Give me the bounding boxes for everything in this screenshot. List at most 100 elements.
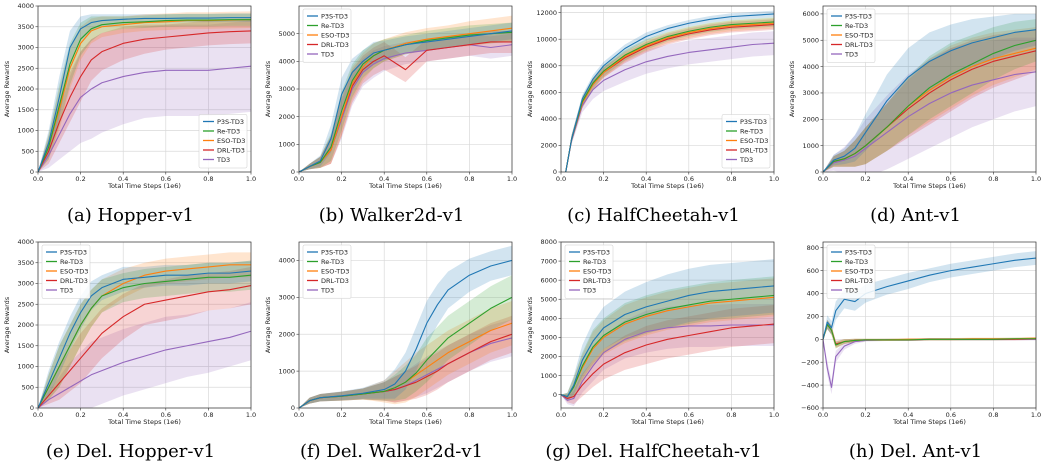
legend-box — [564, 244, 614, 299]
chart-caption: (e) Del. Hopper-v1 — [45, 441, 216, 462]
y-tick-label: 800 — [807, 244, 819, 252]
series-band-p3s-td3 — [299, 22, 512, 172]
x-tick-label: 0.4 — [903, 175, 913, 183]
series-group — [38, 11, 251, 172]
x-tick-label: 0.2 — [336, 411, 346, 419]
legend-entry: ESO-TD3 — [583, 267, 611, 275]
y-tick-label: 2000 — [17, 85, 34, 93]
axes-frame — [560, 5, 775, 173]
x-tick-label: 0.4 — [903, 411, 913, 419]
y-tick-label: 4000 — [17, 2, 34, 10]
y-tick-label: 4000 — [540, 115, 557, 123]
series-line-drl-td3 — [38, 30, 251, 172]
axes-frame — [298, 5, 513, 173]
x-tick-label: 0.2 — [336, 175, 346, 183]
legend-entry: ESO-TD3 — [321, 31, 349, 39]
series-line-td3 — [561, 324, 774, 401]
legend-entry: P3S-TD3 — [845, 248, 872, 256]
x-tick-label: 0.4 — [641, 411, 651, 419]
y-tick-label: 2000 — [540, 353, 557, 361]
y-tick-label: 2500 — [17, 64, 34, 72]
legend-entry: P3S-TD3 — [321, 248, 348, 256]
series-band-drl-td3 — [299, 315, 512, 408]
x-tick-label: 0.4 — [379, 175, 389, 183]
series-line-p3s-td3 — [561, 285, 774, 398]
y-axis-label: Average Rewards — [3, 296, 11, 353]
y-tick-label: 3000 — [802, 89, 819, 97]
series-line-p3s-td3 — [299, 259, 512, 408]
y-tick-label: 1000 — [278, 141, 295, 149]
y-tick-label: 400 — [807, 290, 819, 298]
series-line-re-td3 — [823, 323, 1036, 346]
y-tick-label: 0 — [553, 168, 557, 176]
legend-box — [41, 244, 91, 299]
x-axis-label: Total Time Steps (1e6) — [892, 418, 966, 426]
series-band-re-td3 — [38, 260, 251, 408]
x-tick-label: 0.2 — [75, 175, 85, 183]
legend-entry: P3S-TD3 — [583, 248, 610, 256]
legend-box — [302, 8, 352, 63]
y-tick-label: 4000 — [802, 63, 819, 71]
y-tick-label: 3000 — [17, 44, 34, 52]
y-tick-label: 1000 — [17, 127, 34, 135]
axes-frame — [298, 241, 513, 409]
series-group — [299, 245, 512, 408]
x-tick-label: 0.6 — [422, 175, 432, 183]
series-line-p3s-td3 — [823, 257, 1036, 340]
legend-entry: Re-TD3 — [583, 258, 606, 266]
legend-box — [826, 244, 876, 299]
x-tick-label: 0.6 — [161, 411, 171, 419]
y-tick-label: 500 — [22, 147, 34, 155]
chart-svg: 0 500 1000 1500 2000 2500 3000 3500 4000 0.0 0.2 0.… — [3, 238, 256, 426]
legend-entry: DRL-TD3 — [60, 277, 88, 285]
chart-svg: 0 1000 2000 3000 4000 0.0 0.2 0.4 0.6 0.8 1.0 Total… — [264, 241, 517, 426]
y-axis-label: Average Rewards — [264, 60, 272, 117]
series-line-td3 — [38, 65, 251, 172]
x-tick-label: 1.0 — [246, 411, 256, 419]
x-tick-label: 0.0 — [556, 175, 566, 183]
y-tick-label: 2000 — [802, 116, 819, 124]
x-tick-label: 1.0 — [246, 175, 256, 183]
y-tick-label: 2500 — [17, 300, 34, 308]
series-line-drl-td3 — [38, 285, 251, 408]
legend-entry: Re-TD3 — [217, 127, 240, 135]
y-tick-label: 200 — [807, 313, 819, 321]
x-tick-label: 1.0 — [507, 175, 517, 183]
y-tick-label: 0 — [291, 404, 295, 412]
x-tick-label: 0.4 — [118, 175, 128, 183]
legend-entry: TD3 — [320, 50, 334, 58]
x-tick-label: 0.6 — [946, 411, 956, 419]
series-group — [823, 13, 1036, 172]
legend-entry: P3S-TD3 — [845, 12, 872, 20]
legend-entry: Re-TD3 — [845, 22, 868, 30]
legend-entry: DRL-TD3 — [583, 277, 611, 285]
x-tick-label: 0.8 — [726, 175, 736, 183]
chart-panel-1: 0 1000 2000 3000 4000 5000 0.0 0.2 0.4 0.6 0.8 1.0 T… — [261, 0, 522, 234]
legend-entry: DRL-TD3 — [321, 277, 349, 285]
y-tick-label: 12000 — [536, 9, 557, 17]
series-line-p3s-td3 — [38, 17, 251, 172]
y-axis-label: Average Rewards — [526, 60, 534, 117]
axes-frame — [37, 5, 252, 173]
y-tick-label: 2000 — [17, 321, 34, 329]
series-line-re-td3 — [823, 39, 1036, 172]
x-tick-label: 0.0 — [294, 175, 304, 183]
series-group — [561, 10, 774, 172]
chart-svg: 0 1000 2000 3000 4000 5000 0.0 0.2 0.4 0.6 0.8 1.0 T… — [264, 5, 517, 190]
x-tick-label: 0.6 — [946, 175, 956, 183]
series-band-td3 — [299, 319, 512, 408]
y-tick-label: 8000 — [540, 238, 557, 246]
legend-entry: DRL-TD3 — [845, 277, 873, 285]
x-tick-label: 0.8 — [464, 175, 474, 183]
y-tick-label: 1000 — [17, 363, 34, 371]
x-tick-label: 0.0 — [556, 411, 566, 419]
x-tick-label: 0.6 — [422, 411, 432, 419]
y-tick-label: 6000 — [540, 276, 557, 284]
y-tick-label: 0 — [553, 391, 557, 399]
x-tick-label: 0.6 — [684, 411, 694, 419]
y-tick-label: 3500 — [17, 23, 34, 31]
chart-caption: (d) Ant-v1 — [870, 205, 961, 226]
x-tick-label: 1.0 — [1031, 411, 1041, 419]
